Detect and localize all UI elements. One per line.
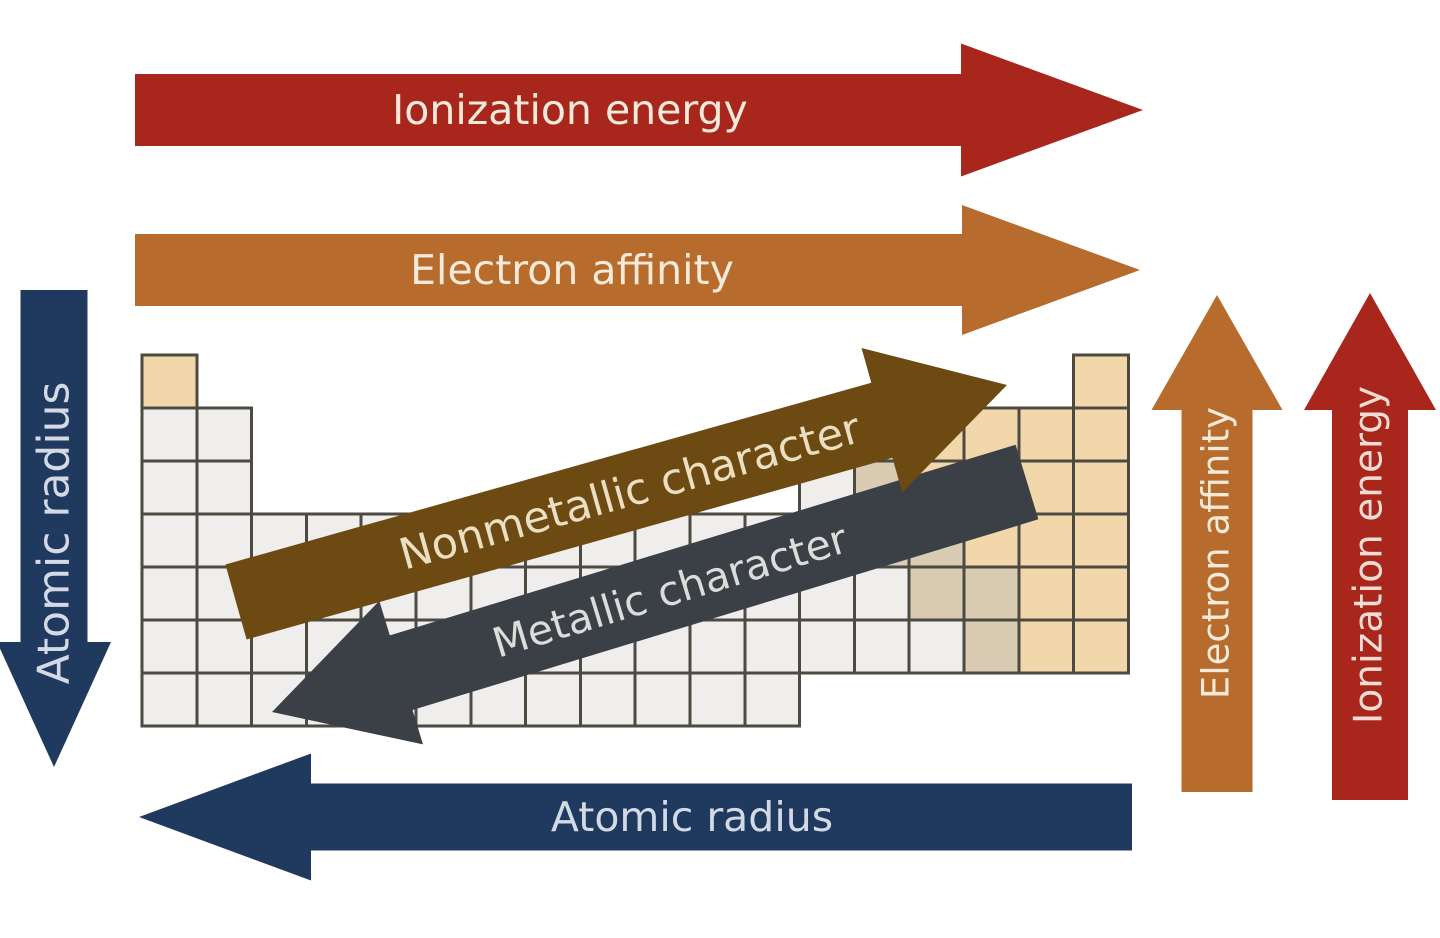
table-cell-period2-group2 [195,406,254,463]
table-cell-period7-group9 [578,671,637,728]
nonmetallic-character-arrow-shape [225,348,1007,640]
ionization-energy-top-arrow: Ionization energy [135,43,1143,177]
table-cell-period6-group14 [852,618,911,675]
table-cell-period3-group1 [140,459,199,516]
table-cell-period6-group1 [140,618,199,675]
electron-affinity-top-arrow: Electron affinity [135,205,1140,335]
atomic-radius-left-arrow-label: Atomic radius [29,382,80,685]
table-cell-period7-group10 [633,671,692,728]
table-cell-period5-group1 [140,565,199,622]
atomic-radius-left-arrow: Atomic radius [0,290,111,767]
electron-affinity-right-arrow-label: Electron affinity [1195,407,1238,699]
electron-affinity-right-arrow-shape [1151,295,1283,792]
table-cell-period4-group1 [140,512,199,569]
table-cell-period5-group14 [852,565,911,622]
table-cell-period5-group18 [1072,565,1130,622]
electron-affinity-right-arrow: Electron affinity [1151,295,1283,792]
ionization-energy-right-arrow-shape [1304,293,1436,800]
table-cell-period6-group18 [1072,618,1130,675]
table-cell-period2-group1 [140,406,199,463]
atomic-radius-left-arrow-shape [0,290,111,767]
metallic-character-arrow-shape [272,444,1039,745]
table-cell-period2-group18 [1072,406,1130,463]
ionization-energy-top-arrow-label: Ionization energy [392,86,748,134]
table-cell-period7-group12 [743,671,802,728]
table-cell-period4-group18 [1072,512,1130,569]
table-cell-period7-group8 [524,671,582,728]
table-cell-period5-group17 [1017,565,1076,622]
table-cell-period6-group15 [907,618,966,675]
table-cell-period6-group13 [798,618,856,675]
table-cell-period7-group1 [140,671,199,728]
table-cell-period6-group17 [1017,618,1076,675]
electron-affinity-top-arrow-shape [135,205,1140,335]
table-cell-period5-group15 [907,565,966,622]
table-cell-period3-group18 [1072,459,1130,516]
table-cell-period6-group12 [743,618,802,675]
table-cell-period6-group11 [688,618,747,675]
table-cell-period1-group1 [140,353,199,410]
electron-affinity-top-arrow-label: Electron affinity [410,246,734,294]
atomic-radius-bottom-arrow-label: Atomic radius [551,793,833,841]
table-cell-period7-group2 [195,671,254,728]
atomic-radius-bottom-arrow-shape [139,753,1132,881]
ionization-energy-right-arrow: Ionization energy [1304,293,1436,800]
ionization-energy-top-arrow-shape [135,43,1143,177]
table-cell-period2-group17 [1017,406,1076,463]
table-cell-period6-group16 [962,618,1021,675]
atomic-radius-bottom-arrow: Atomic radius [139,753,1132,881]
ionization-energy-right-arrow-label: Ionization energy [1347,386,1392,724]
table-cell-period5-group16 [962,565,1021,622]
table-cell-period7-group11 [688,671,747,728]
table-cell-period1-group18 [1072,353,1130,410]
table-cell-period4-group2 [195,512,254,569]
table-cell-period3-group2 [195,459,254,516]
